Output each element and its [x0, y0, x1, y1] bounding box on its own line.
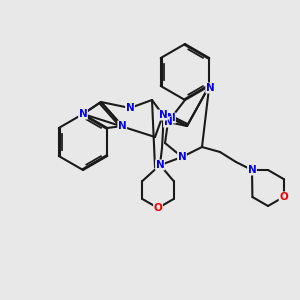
Text: N: N [118, 121, 127, 131]
Text: O: O [154, 203, 162, 213]
Text: N: N [159, 110, 167, 120]
Text: N: N [156, 160, 164, 170]
Text: N: N [79, 109, 87, 119]
Text: N: N [167, 113, 176, 123]
Text: N: N [126, 103, 134, 113]
Text: O: O [279, 192, 288, 202]
Text: N: N [248, 165, 256, 175]
Text: N: N [178, 152, 186, 162]
Text: N: N [164, 117, 172, 127]
Text: N: N [206, 83, 214, 93]
